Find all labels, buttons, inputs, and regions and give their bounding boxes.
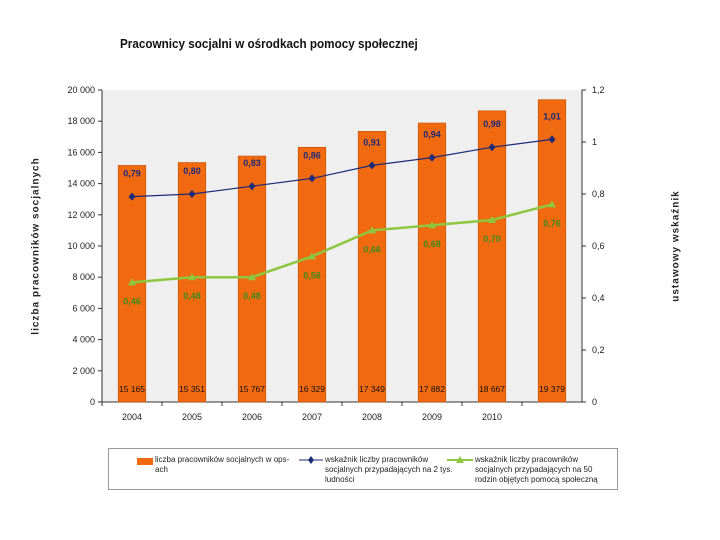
right-tick-label: 1,2 (592, 85, 605, 95)
blue-diamond-marker (248, 182, 256, 191)
blue-value-label: 0,98 (483, 119, 501, 129)
green-triangle-marker (188, 273, 196, 281)
x-tick-label: 2004 (122, 412, 142, 422)
bar-value-label: 18 667 (479, 384, 505, 394)
bar (417, 122, 447, 403)
right-tick-label: 0,6 (592, 241, 605, 251)
right-tick-label: 0 (592, 397, 597, 407)
bar (537, 99, 567, 403)
bar (297, 146, 327, 403)
left-tick-label: 20 000 (67, 85, 95, 95)
plot-area (102, 90, 582, 402)
left-tick-label: 18 000 (67, 116, 95, 126)
bar-value-label: 15 165 (119, 384, 145, 394)
blue-value-label: 0,91 (363, 137, 381, 147)
green-triangle-marker (368, 226, 376, 234)
x-tick-label: 2006 (242, 412, 262, 422)
chart-title: Pracownicy socjalni w ośrodkach pomocy s… (120, 36, 418, 51)
green-value-label: 0,46 (123, 296, 141, 306)
x-tick-label: 2007 (302, 412, 322, 422)
green-value-label: 0,48 (183, 291, 201, 301)
green-triangle-marker (488, 216, 496, 223)
blue-value-label: 0,79 (123, 169, 141, 179)
legend-label-blue: wskaźnik liczby pracowników socjalnych p… (325, 455, 453, 484)
legend-swatch-blue (299, 456, 323, 464)
bar-value-label: 16 329 (299, 384, 325, 394)
blue-diamond-marker (548, 135, 556, 144)
legend-label-green: wskaźnik liczby pracowników socjalnych p… (475, 455, 598, 484)
blue-diamond-marker (488, 143, 496, 152)
bar-value-label: 15 767 (239, 384, 265, 394)
bar (477, 110, 507, 403)
blue-value-label: 0,80 (183, 166, 201, 176)
left-tick-label: 2 000 (72, 366, 95, 376)
right-tick-label: 0,4 (592, 293, 605, 303)
green-triangle-marker (308, 252, 316, 260)
left-tick-label: 6 000 (72, 303, 95, 313)
bar-value-label: 15 351 (179, 384, 205, 394)
series-line-green (131, 203, 553, 284)
left-tick-label: 4 000 (72, 335, 95, 345)
blue-diamond-marker (188, 190, 196, 198)
legend-swatch-bars (137, 458, 153, 465)
green-triangle-marker (128, 278, 136, 286)
x-tick-label: 2010 (482, 412, 502, 422)
green-value-label: 0,68 (423, 239, 441, 249)
x-tick-label: 2005 (182, 412, 202, 422)
blue-value-label: 0,83 (243, 158, 261, 168)
legend-label-bars: liczba pracowników socjalnych w ops-ach (155, 455, 290, 474)
bar-value-label: 19 379 (539, 384, 565, 394)
left-tick-label: 12 000 (67, 210, 95, 220)
blue-value-label: 0,86 (303, 150, 321, 160)
legend-swatch-green (447, 456, 473, 463)
blue-value-label: 0,94 (423, 130, 441, 140)
left-tick-label: 14 000 (67, 179, 95, 189)
right-tick-label: 0,8 (592, 189, 605, 199)
series-line-blue (131, 138, 553, 198)
right-tick-label: 0,2 (592, 345, 605, 355)
bar-value-label: 17 882 (419, 384, 445, 394)
bar (177, 162, 207, 403)
green-value-label: 0,48 (243, 291, 261, 301)
green-triangle-marker (428, 221, 436, 229)
blue-diamond-marker (368, 161, 376, 170)
blue-diamond-marker (128, 192, 136, 201)
left-tick-label: 16 000 (67, 147, 95, 157)
left-tick-label: 0 (90, 397, 95, 407)
bar (357, 131, 387, 403)
green-value-label: 0,56 (303, 270, 321, 280)
blue-diamond-marker (308, 174, 316, 183)
left-tick-label: 8 000 (72, 272, 95, 282)
green-value-label: 0,70 (483, 234, 501, 244)
left-tick-label: 10 000 (67, 241, 95, 251)
legend: liczba pracowników socjalnych w ops-ach … (108, 448, 618, 490)
green-value-label: 0,76 (543, 218, 561, 228)
green-triangle-marker (248, 273, 256, 281)
green-triangle-marker (548, 200, 556, 208)
bar-value-label: 17 349 (359, 384, 385, 394)
x-tick-label: 2008 (362, 412, 382, 422)
blue-value-label: 1,01 (543, 111, 561, 121)
right-tick-label: 1 (592, 137, 597, 147)
blue-diamond-marker (428, 153, 436, 162)
green-value-label: 0,66 (363, 244, 381, 254)
x-tick-label: 2009 (422, 412, 442, 422)
